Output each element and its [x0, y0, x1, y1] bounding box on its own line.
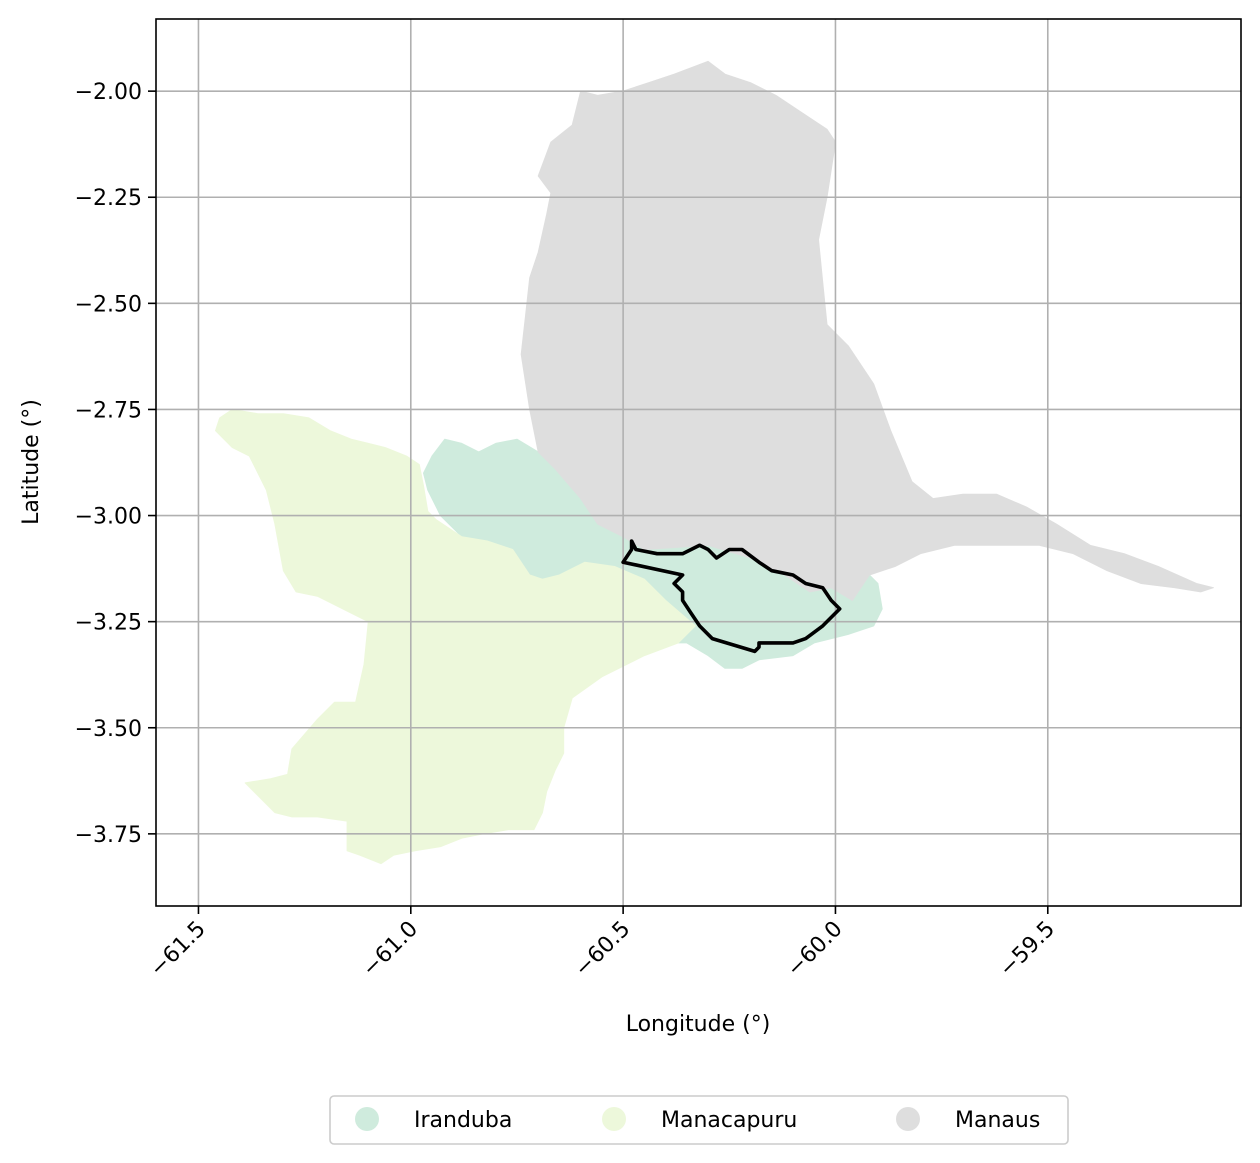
plot-frame [155, 18, 1242, 907]
x-tick-label: −61.5 [145, 917, 210, 982]
y-tick-label: −3.25 [75, 611, 142, 636]
legend-label-manaus: Manaus [955, 1108, 1040, 1133]
x-axis: −61.5 −61.0 −60.5 −60.0 −59.5 [145, 906, 1060, 982]
legend-marker-manacapuru [602, 1107, 626, 1131]
y-tick-label: −3.50 [75, 717, 142, 742]
region-manacapuru [215, 408, 696, 865]
y-axis-label: Latitude (°) [19, 399, 44, 525]
legend-marker-iranduba [355, 1107, 379, 1131]
y-tick-label: −2.25 [75, 186, 142, 211]
legend-label-iranduba: Iranduba [414, 1108, 512, 1133]
x-tick-label: −61.0 [358, 917, 423, 982]
y-tick-label: −2.00 [75, 80, 142, 105]
legend-label-manacapuru: Manacapuru [661, 1108, 797, 1133]
y-tick-label: −2.50 [75, 292, 142, 317]
y-axis: −2.00 −2.25 −2.50 −2.75 −3.00 −3.25 −3.50 −3.75 [75, 80, 156, 848]
y-tick-label: −2.75 [75, 398, 142, 423]
x-axis-label: Longitude (°) [626, 1012, 771, 1037]
highlight-boundary [621, 539, 842, 654]
x-tick-label: −60.5 [570, 917, 635, 982]
x-tick-label: −59.5 [995, 917, 1060, 982]
grid-layer [156, 19, 1241, 906]
x-tick-label: −60.0 [782, 917, 847, 982]
y-tick-label: −3.00 [75, 505, 142, 530]
legend-frame [329, 1095, 1069, 1145]
highlight-layer [621, 539, 842, 654]
legend: Iranduba Manacapuru Manaus [329, 1095, 1069, 1145]
y-tick-label: −3.75 [75, 823, 142, 848]
legend-marker-manaus [896, 1107, 920, 1131]
